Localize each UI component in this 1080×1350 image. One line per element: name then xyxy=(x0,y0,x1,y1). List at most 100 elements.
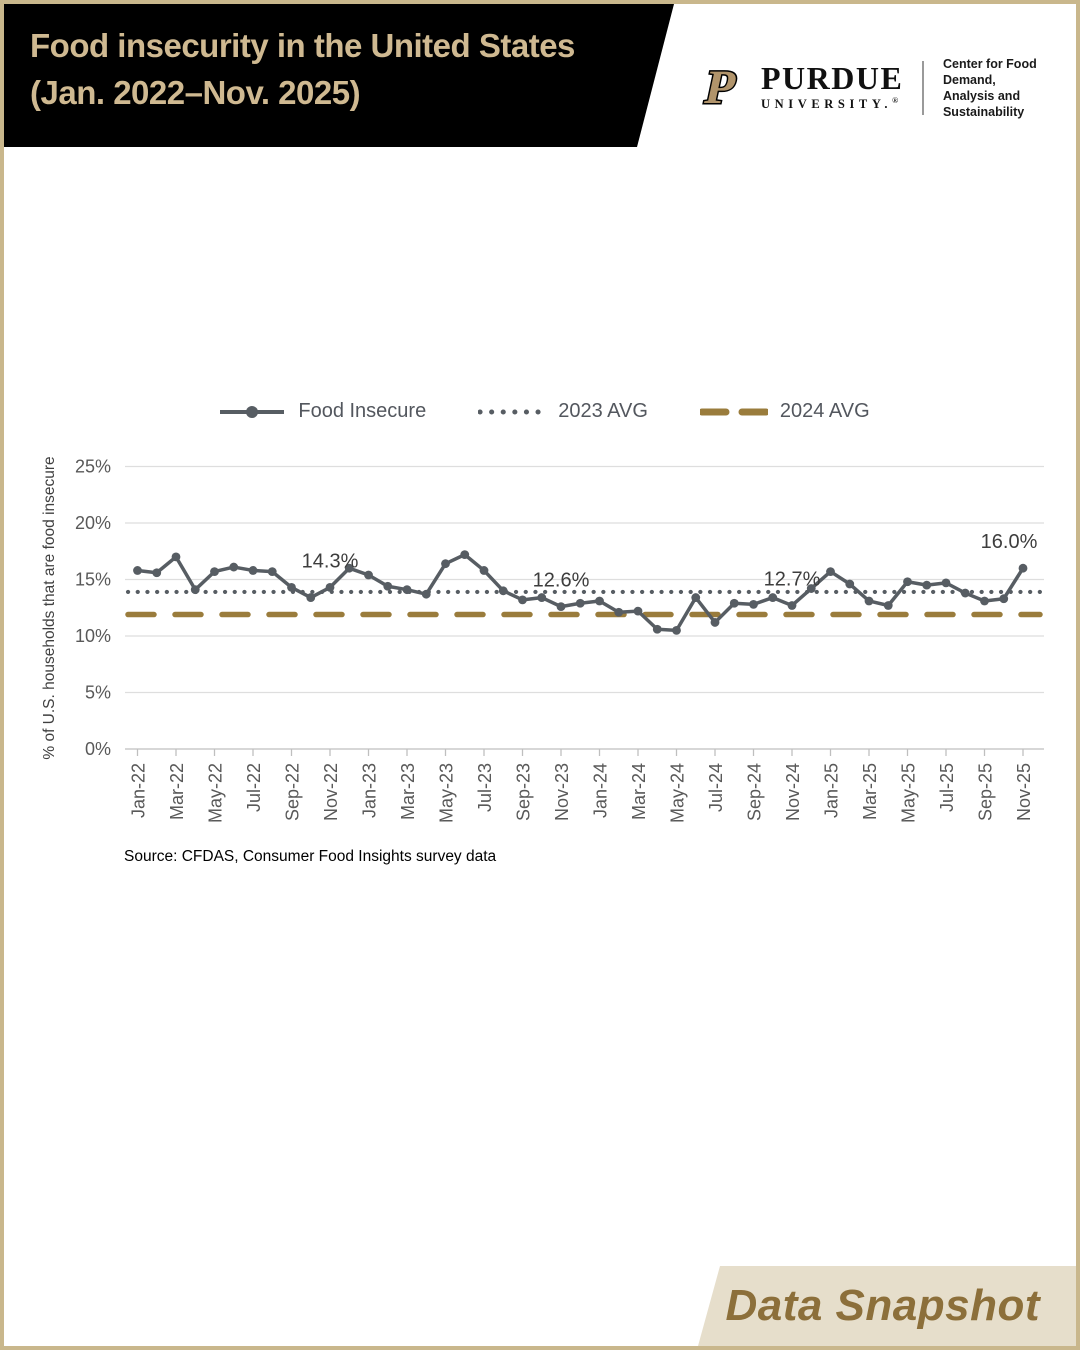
legend-item-dashed: 2024 AVG xyxy=(699,400,870,423)
legend-label: Food Insecure xyxy=(298,400,427,422)
y-axis-title: % of U.S. households that are food insec… xyxy=(41,456,58,759)
y-tick-label: 25% xyxy=(75,457,111,477)
x-tick-label: Sep-25 xyxy=(976,763,996,821)
data-point xyxy=(325,583,335,592)
y-tick-label: 5% xyxy=(85,683,111,703)
purdue-logo: P PURDUE UNIVERSITY.® Center for Food De… xyxy=(692,56,1076,120)
data-point xyxy=(672,625,681,635)
data-point xyxy=(306,593,316,602)
point-annotation: 12.7% xyxy=(764,568,821,590)
point-annotation: 14.3% xyxy=(302,550,359,572)
data-point xyxy=(287,583,296,592)
legend-swatch-line xyxy=(220,405,285,418)
data-point xyxy=(864,596,874,606)
data-point xyxy=(941,578,951,588)
point-annotation: 12.6% xyxy=(533,570,590,592)
data-point xyxy=(190,585,200,595)
data-point xyxy=(402,585,412,595)
header-banner: Food insecurity in the United States (Ja… xyxy=(4,4,674,147)
registered-mark: ® xyxy=(892,96,899,106)
data-point xyxy=(421,589,431,599)
page-title-line1: Food insecurity in the United States xyxy=(30,27,575,64)
data-point xyxy=(575,598,585,608)
data-point xyxy=(768,593,778,602)
data-point xyxy=(152,568,162,578)
data-point xyxy=(133,566,142,575)
data-point xyxy=(460,550,470,560)
data-point xyxy=(710,618,720,627)
x-tick-label: Jan-25 xyxy=(822,763,842,818)
data-point xyxy=(614,607,624,617)
university-text: UNIVERSITY.® xyxy=(761,96,899,112)
data-point xyxy=(595,596,604,606)
data-point xyxy=(498,586,508,596)
y-tick-label: 0% xyxy=(85,739,111,759)
data-point xyxy=(960,588,970,598)
series-line-food-insecure xyxy=(135,552,1025,633)
x-tick-label: Jul-24 xyxy=(706,763,726,812)
data-point xyxy=(537,593,547,602)
chart-legend: Food Insecure 2023 AVG 2024 AVG xyxy=(4,400,1080,423)
x-tick-label: Jan-22 xyxy=(129,763,149,818)
food-insecurity-line-chart: 0% 5% 10% 15% 20% 25% Jan-22 Mar-22 May-22 Jul-22… xyxy=(41,456,1044,823)
data-point xyxy=(826,567,835,576)
x-tick-label: Sep-23 xyxy=(514,763,534,821)
x-tick-label: Nov-24 xyxy=(783,763,803,821)
page-title: Food insecurity in the United States (Ja… xyxy=(30,22,575,116)
x-tick-label: May-25 xyxy=(899,763,919,823)
x-tick-label: Jul-22 xyxy=(244,763,264,812)
center-name: Center for Food Demand, Analysis and Sus… xyxy=(943,56,1076,120)
data-point xyxy=(729,598,739,608)
x-tick-label: May-24 xyxy=(668,763,688,823)
data-point xyxy=(383,581,393,591)
x-tick-label: Jul-25 xyxy=(937,763,957,812)
legend-swatch-dashed xyxy=(699,408,768,415)
legend-item-dotted: 2023 AVG xyxy=(478,400,648,423)
data-point xyxy=(787,601,797,610)
x-tick-label: May-22 xyxy=(206,763,226,823)
logo-divider xyxy=(922,61,924,115)
data-point xyxy=(845,579,855,589)
data-snapshot-label: Data Snapshot xyxy=(725,1281,1040,1330)
x-tick-label: Sep-22 xyxy=(283,763,303,821)
purdue-text: PURDUE xyxy=(761,60,904,97)
legend-swatch-dotted xyxy=(478,409,547,414)
page-title-line2: (Jan. 2022–Nov. 2025) xyxy=(30,74,361,111)
x-tick-label: Jan-24 xyxy=(591,763,611,818)
y-tick-label: 10% xyxy=(75,626,111,646)
data-point xyxy=(229,562,239,572)
x-tick-label: Mar-25 xyxy=(860,763,880,820)
data-point xyxy=(652,624,662,634)
data-point xyxy=(806,584,816,593)
x-tick-label: Jan-23 xyxy=(360,763,380,818)
point-annotation: 16.0% xyxy=(981,531,1038,553)
data-point xyxy=(171,552,181,562)
data-point xyxy=(267,567,277,576)
y-tick-label: 15% xyxy=(75,570,111,590)
data-point xyxy=(633,606,643,616)
purdue-wordmark: PURDUE UNIVERSITY.® xyxy=(761,60,904,112)
data-point xyxy=(999,594,1009,604)
data-point xyxy=(691,593,701,602)
legend-item-line: Food Insecure xyxy=(218,400,426,423)
purdue-p-icon: P xyxy=(699,63,742,113)
source-note: Source: CFDAS, Consumer Food Insights su… xyxy=(124,848,497,865)
legend-label: 2024 AVG xyxy=(779,400,870,422)
x-tick-label: Mar-23 xyxy=(398,763,418,820)
x-tick-label: Mar-22 xyxy=(167,763,187,820)
data-point xyxy=(518,595,527,605)
data-point xyxy=(1018,563,1028,573)
data-point xyxy=(248,566,258,575)
data-point xyxy=(883,601,893,610)
data-point xyxy=(479,566,489,575)
data-snapshot-band: Data Snapshot xyxy=(698,1266,1076,1346)
data-point xyxy=(556,602,566,612)
data-point xyxy=(980,596,989,606)
center-name-line1: Center for Food Demand, xyxy=(942,57,1037,87)
data-point xyxy=(441,559,450,569)
x-tick-label: Nov-22 xyxy=(321,763,341,821)
x-tick-label: Mar-24 xyxy=(629,763,649,820)
y-tick-label: 20% xyxy=(75,513,111,533)
center-name-line2: Analysis and Sustainability xyxy=(942,89,1025,119)
